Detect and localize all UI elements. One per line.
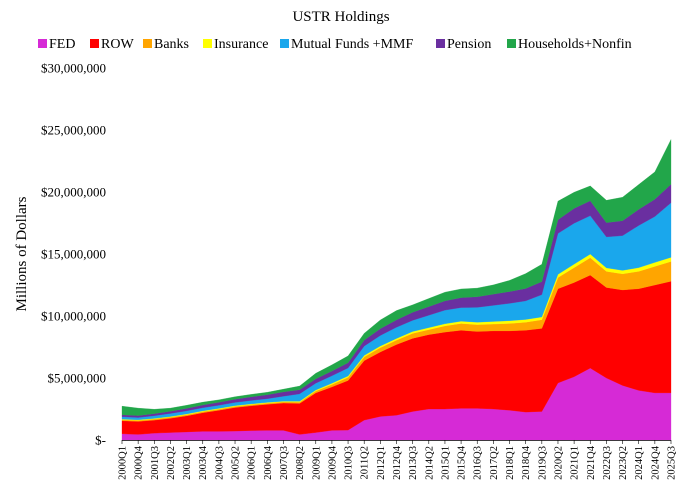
chart-title: USTR Holdings (292, 9, 389, 25)
x-tick-label: 2014Q2 (424, 446, 435, 480)
x-tick-label: 2024Q1 (634, 446, 645, 480)
x-tick-label: 2021Q4 (586, 445, 597, 480)
legend-swatch (280, 39, 289, 48)
legend-item-insurance: Insurance (203, 37, 268, 52)
x-tick-label: 2022Q3 (602, 446, 613, 480)
x-tick-label: 2018Q1 (505, 446, 516, 480)
x-tick-label: 2012Q4 (392, 445, 403, 480)
x-tick-label: 2024Q4 (650, 445, 661, 480)
x-tick-label: 2004Q3 (214, 446, 225, 480)
x-tick-label: 2023Q2 (618, 446, 629, 480)
x-tick-label: 2010Q3 (344, 446, 355, 480)
legend-swatch (38, 39, 47, 48)
x-tick-label: 2003Q4 (198, 445, 209, 480)
area-series-households-nonfin (121, 139, 672, 416)
x-tick-label: 2012Q1 (376, 446, 387, 480)
legend-swatch (436, 39, 445, 48)
x-tick-label: 2009Q4 (327, 445, 338, 480)
legend-item-pension: Pension (436, 37, 491, 52)
legend-item-row: ROW (90, 37, 134, 52)
legend-label: Mutual Funds +MMF (291, 37, 413, 52)
y-tick-label: $25,000,000 (41, 123, 106, 138)
legend: FED ROW Banks Insurance Mutual Funds +MMF Pen… (38, 37, 632, 52)
x-axis: 2000Q1 2000Q4 2001Q3 2002Q2 2003Q1 2003Q4 2004… (118, 440, 678, 480)
legend-swatch (507, 39, 516, 48)
x-tick-label: 2005Q2 (231, 446, 242, 480)
y-tick-label: $- (95, 433, 106, 448)
x-tick-label: 2018Q4 (521, 445, 532, 480)
x-tick-label: 2009Q1 (311, 446, 322, 480)
legend-label: ROW (101, 37, 134, 52)
y-tick-label: $20,000,000 (41, 185, 106, 200)
legend-item-banks: Banks (143, 37, 189, 52)
legend-label: Pension (447, 37, 491, 52)
x-tick-label: 2011Q2 (360, 446, 371, 479)
y-tick-label: $15,000,000 (41, 247, 106, 262)
x-tick-label: 2015Q4 (457, 445, 468, 480)
x-tick-label: 2016Q3 (473, 446, 484, 480)
y-axis-title: Millions of Dollars (14, 196, 30, 311)
x-tick-label: 2019Q3 (537, 446, 548, 480)
x-tick-label: 2008Q2 (295, 446, 306, 480)
legend-item-mutual-funds-mmf: Mutual Funds +MMF (280, 37, 413, 52)
x-tick-label: 2006Q1 (247, 446, 258, 480)
legend-label: FED (49, 37, 75, 52)
x-tick-label: 2001Q3 (150, 446, 161, 480)
x-tick-label: 2017Q2 (489, 446, 500, 480)
x-tick-label: 2020Q2 (553, 446, 564, 480)
legend-label: Insurance (214, 37, 268, 52)
legend-item-fed: FED (38, 37, 75, 52)
x-tick-label: 2013Q3 (408, 446, 419, 480)
legend-swatch (143, 39, 152, 48)
x-tick-label: 2000Q4 (134, 445, 145, 480)
x-tick-label: 2002Q2 (166, 446, 177, 480)
plot-area (121, 139, 672, 441)
x-tick-label: 2000Q1 (118, 446, 129, 480)
legend-swatch (90, 39, 99, 48)
legend-label: Banks (154, 37, 189, 52)
x-tick-label: 2006Q4 (263, 445, 274, 480)
legend-label: Households+Nonfin (518, 37, 632, 52)
legend-item-households-nonfin: Households+Nonfin (507, 37, 632, 52)
y-axis: $- $5,000,000 $10,000,000 $15,000,000 $20,00… (41, 61, 106, 448)
y-tick-label: $10,000,000 (41, 309, 106, 324)
x-tick-label: 2021Q1 (570, 446, 581, 480)
x-tick-label: 2007Q3 (279, 446, 290, 480)
x-tick-label: 2015Q1 (440, 446, 451, 480)
x-tick-label: 2003Q1 (182, 446, 193, 480)
y-tick-label: $30,000,000 (41, 61, 106, 76)
x-tick-label: 2025Q3 (667, 446, 678, 480)
legend-swatch (203, 39, 212, 48)
y-tick-label: $5,000,000 (48, 371, 107, 386)
